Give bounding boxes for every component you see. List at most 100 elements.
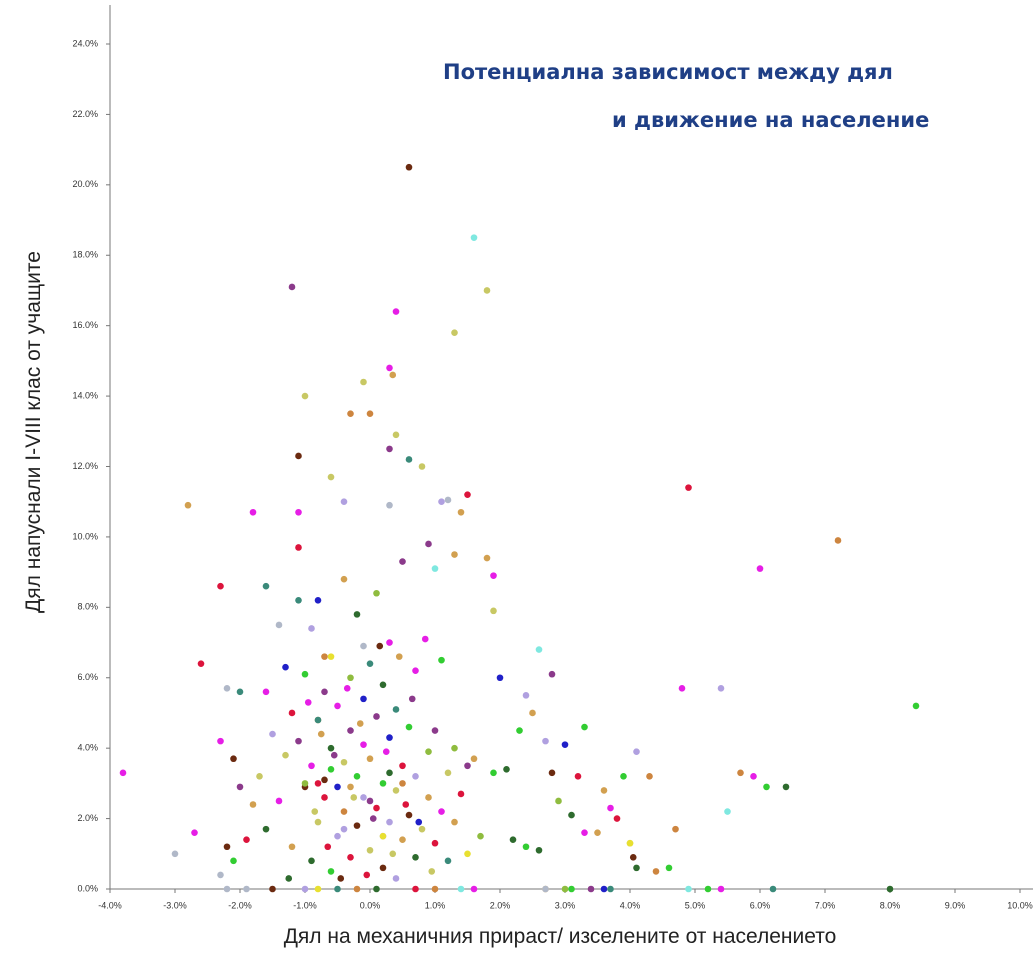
y-tick-label: 20.0% xyxy=(72,179,98,189)
point xyxy=(275,797,283,805)
point xyxy=(360,378,367,386)
point xyxy=(353,611,361,618)
x-tick-label: 7.0% xyxy=(815,900,836,910)
point xyxy=(568,811,575,819)
point xyxy=(438,656,445,664)
point xyxy=(483,554,491,562)
x-tick-label: -4.0% xyxy=(98,900,122,910)
point xyxy=(295,737,302,745)
point xyxy=(607,804,614,812)
point xyxy=(282,751,289,759)
point xyxy=(555,797,562,805)
point xyxy=(444,496,452,504)
point xyxy=(327,765,335,773)
point xyxy=(405,811,413,819)
point xyxy=(548,670,556,678)
point xyxy=(366,660,374,667)
point xyxy=(613,815,621,822)
point xyxy=(360,741,367,748)
point xyxy=(171,850,179,858)
point xyxy=(217,582,224,590)
point xyxy=(834,537,842,544)
point xyxy=(490,572,497,579)
y-tick-label: 18.0% xyxy=(72,250,98,260)
point xyxy=(340,758,348,766)
point xyxy=(477,832,484,840)
point xyxy=(542,885,549,893)
point xyxy=(282,663,289,671)
point xyxy=(392,308,400,315)
point xyxy=(340,808,348,815)
point xyxy=(451,551,458,558)
point xyxy=(399,762,406,770)
point xyxy=(483,287,491,294)
point xyxy=(431,727,439,734)
point xyxy=(646,773,653,780)
point xyxy=(249,508,257,516)
point xyxy=(724,808,731,815)
chart-title: Потенциална зависимост между дял xyxy=(443,60,893,84)
x-tick-label: 8.0% xyxy=(880,900,901,910)
point xyxy=(399,780,406,787)
point xyxy=(379,780,387,787)
point xyxy=(262,825,270,833)
point xyxy=(425,540,432,548)
point xyxy=(408,695,416,703)
point xyxy=(340,575,348,583)
y-tick-label: 8.0% xyxy=(77,602,98,612)
point xyxy=(288,709,296,717)
point xyxy=(379,864,387,872)
point xyxy=(373,589,380,597)
x-tick-label: 10.0% xyxy=(1007,900,1033,910)
point xyxy=(295,508,302,516)
point xyxy=(392,875,400,882)
point xyxy=(412,854,419,861)
plot-area: 0.0% 2.0% 4.0% 6.0% 8.0% 10.0% 12.0% 14.0% 16.0%… xyxy=(72,5,1033,910)
point xyxy=(184,501,192,509)
point xyxy=(327,473,335,481)
point xyxy=(444,857,452,865)
point xyxy=(301,392,309,400)
point xyxy=(386,769,393,777)
point xyxy=(191,829,198,836)
point xyxy=(379,681,387,689)
point xyxy=(763,783,770,791)
point xyxy=(548,769,556,777)
point xyxy=(285,875,293,882)
point xyxy=(425,748,432,755)
point xyxy=(223,843,231,851)
point xyxy=(516,727,523,734)
point xyxy=(330,751,338,759)
point xyxy=(431,565,439,572)
point xyxy=(340,825,348,833)
point xyxy=(366,846,374,854)
y-tick-label: 16.0% xyxy=(72,320,98,330)
point xyxy=(295,452,302,460)
point xyxy=(366,410,374,417)
y-tick-label: 6.0% xyxy=(77,672,98,682)
point xyxy=(418,825,426,833)
point xyxy=(386,734,393,741)
point xyxy=(337,875,345,882)
point xyxy=(574,773,582,780)
point xyxy=(334,832,341,840)
point xyxy=(470,755,478,763)
point xyxy=(685,885,692,893)
point xyxy=(236,688,244,696)
point xyxy=(490,769,497,777)
point xyxy=(412,773,419,780)
point xyxy=(509,836,517,844)
point xyxy=(457,885,465,893)
point xyxy=(317,730,325,738)
point xyxy=(626,839,634,847)
point xyxy=(314,818,322,826)
point xyxy=(308,625,315,632)
point xyxy=(386,364,393,372)
point xyxy=(373,713,380,720)
point xyxy=(633,864,640,872)
point xyxy=(230,857,237,865)
point xyxy=(347,854,354,861)
point xyxy=(295,596,302,604)
y-tick-label: 2.0% xyxy=(77,813,98,823)
x-tick-label: 3.0% xyxy=(555,900,576,910)
